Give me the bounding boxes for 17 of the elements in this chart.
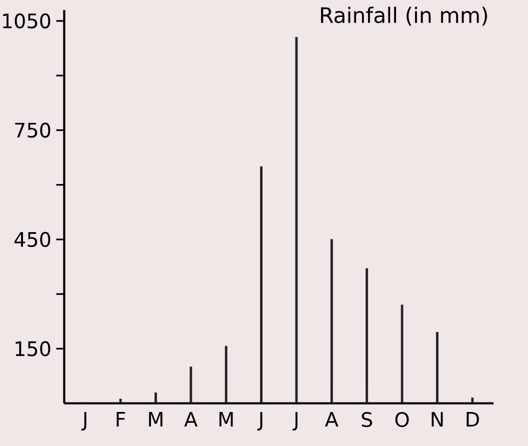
x-tick-label: M xyxy=(219,412,233,427)
x-tick-label: F xyxy=(116,412,126,427)
x-tick-label: A xyxy=(325,412,338,427)
x-tick-label: J xyxy=(292,412,298,431)
y-tick-label: 450 xyxy=(14,232,50,247)
x-tick-label: A xyxy=(184,412,198,427)
y-tick-label: 150 xyxy=(16,341,50,356)
chart-title: Rainfall (in mm) xyxy=(321,6,488,26)
x-tick-label: N xyxy=(432,412,443,427)
y-tick-label: 750 xyxy=(15,122,50,138)
x-tick-label: D xyxy=(466,412,479,427)
x-tick-label: O xyxy=(395,412,409,428)
x-tick-label: S xyxy=(362,412,372,428)
x-tick-label: M xyxy=(149,412,162,427)
y-tick-label: 1050 xyxy=(3,13,50,28)
x-tick-label: J xyxy=(81,412,86,431)
x-tick-label: J xyxy=(257,412,262,431)
